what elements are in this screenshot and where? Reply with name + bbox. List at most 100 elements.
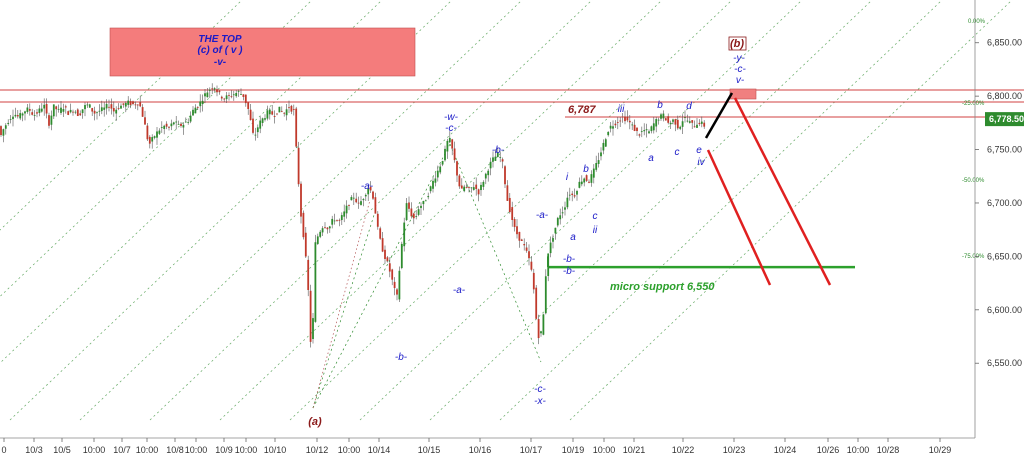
candle-body bbox=[664, 118, 667, 121]
x-tick-label: 10/29 bbox=[929, 445, 952, 455]
candle-body bbox=[355, 198, 358, 203]
wave-label: -a- bbox=[361, 181, 374, 192]
candle-body bbox=[559, 215, 562, 220]
candle-body bbox=[585, 175, 588, 181]
x-tick-label: 10/12 bbox=[306, 445, 329, 455]
candle-body bbox=[72, 111, 74, 113]
x-tick-label: 10:00 bbox=[83, 445, 106, 455]
candle-body bbox=[386, 257, 389, 262]
y-tick-label: 6,650.00 bbox=[987, 251, 1022, 261]
candle-body bbox=[110, 104, 113, 109]
candle-body bbox=[350, 197, 353, 201]
candle-body bbox=[681, 121, 684, 127]
candle-body bbox=[0, 126, 2, 136]
candle-body bbox=[674, 119, 677, 125]
candle-body bbox=[172, 122, 175, 125]
wave-label: -b- bbox=[563, 254, 576, 265]
candle-body bbox=[561, 212, 564, 214]
wave-label: -c- bbox=[534, 384, 546, 395]
fib-label: -50.00% bbox=[962, 178, 985, 184]
candle-body bbox=[448, 137, 451, 143]
wave-label: b bbox=[657, 100, 663, 111]
candle-body bbox=[633, 124, 636, 131]
candle-body bbox=[679, 126, 682, 129]
candle-body bbox=[180, 123, 182, 126]
candle-body bbox=[412, 213, 415, 219]
candle-body bbox=[112, 108, 115, 112]
candle-body bbox=[240, 94, 242, 95]
candle-body bbox=[470, 187, 473, 189]
y-tick-label: 6,800.00 bbox=[987, 91, 1022, 101]
candle-body bbox=[62, 109, 65, 112]
y-tick-label: 6,750.00 bbox=[987, 145, 1022, 155]
candle-body bbox=[484, 173, 487, 179]
support-label: micro support 6,550 bbox=[610, 281, 715, 293]
candle-body bbox=[609, 125, 612, 129]
candle-body bbox=[273, 115, 276, 117]
candle-body bbox=[144, 117, 146, 125]
candle-body bbox=[156, 131, 158, 138]
candle-body bbox=[499, 157, 502, 158]
wave-label: a bbox=[570, 232, 576, 243]
price-mark: 6,787 bbox=[568, 104, 596, 116]
candle-body bbox=[333, 220, 336, 222]
candle-body bbox=[338, 219, 341, 221]
candle-body bbox=[290, 105, 293, 112]
candle-body bbox=[388, 263, 391, 272]
fib-channel-line bbox=[79, 0, 523, 421]
candle-body bbox=[45, 103, 48, 114]
candle-body bbox=[168, 126, 170, 128]
candle-body bbox=[189, 115, 192, 122]
candle-body bbox=[280, 110, 283, 112]
fib-channel-line bbox=[499, 0, 943, 421]
candle-body bbox=[552, 238, 554, 242]
candle-body bbox=[88, 104, 91, 108]
candle-body bbox=[228, 94, 230, 96]
candle-body bbox=[328, 226, 331, 229]
candle-body bbox=[256, 127, 259, 133]
candle-body bbox=[158, 130, 161, 134]
candle-body bbox=[472, 187, 475, 190]
candle-body bbox=[132, 101, 134, 104]
wave-label: d bbox=[686, 101, 692, 112]
candle-body bbox=[16, 115, 19, 117]
candle-body bbox=[540, 331, 542, 334]
candle-body bbox=[432, 180, 434, 189]
candle-body bbox=[276, 113, 278, 115]
x-tick-label: 10:00 bbox=[847, 445, 870, 455]
candle-body bbox=[79, 113, 82, 116]
candle-body bbox=[384, 249, 386, 259]
candle-body bbox=[81, 109, 84, 114]
candle-body bbox=[357, 202, 360, 204]
candle-body bbox=[460, 185, 463, 189]
candle-body bbox=[235, 93, 238, 97]
candle-body bbox=[259, 120, 262, 129]
candle-body bbox=[319, 231, 322, 237]
x-tick-label: 10:00 bbox=[338, 445, 361, 455]
candle-body bbox=[86, 104, 89, 106]
candle-body bbox=[604, 139, 607, 147]
x-tick-label: 10/17 bbox=[520, 445, 543, 455]
candle-body bbox=[24, 111, 26, 114]
x-tick-label: 10/9 bbox=[215, 445, 233, 455]
fib-channel-line bbox=[219, 0, 663, 421]
candle-body bbox=[364, 194, 367, 197]
candle-body bbox=[98, 110, 101, 112]
candle-body bbox=[187, 121, 190, 123]
candle-body bbox=[403, 222, 406, 247]
fib-channel-line bbox=[289, 0, 733, 421]
candle-body bbox=[244, 94, 247, 104]
fib-label: -25.00% bbox=[962, 101, 985, 107]
wave-label: e bbox=[696, 145, 702, 156]
candle-body bbox=[669, 122, 672, 125]
candle-body bbox=[465, 186, 468, 188]
fib-label: -75.00% bbox=[962, 254, 985, 260]
overlay-group bbox=[0, 27, 1024, 269]
candle-body bbox=[415, 216, 418, 217]
candle-body bbox=[468, 187, 470, 188]
candle-body bbox=[660, 114, 662, 119]
candle-body bbox=[434, 178, 437, 183]
candle-body bbox=[103, 107, 106, 110]
candle-body bbox=[542, 314, 545, 335]
candle-body bbox=[331, 218, 334, 225]
